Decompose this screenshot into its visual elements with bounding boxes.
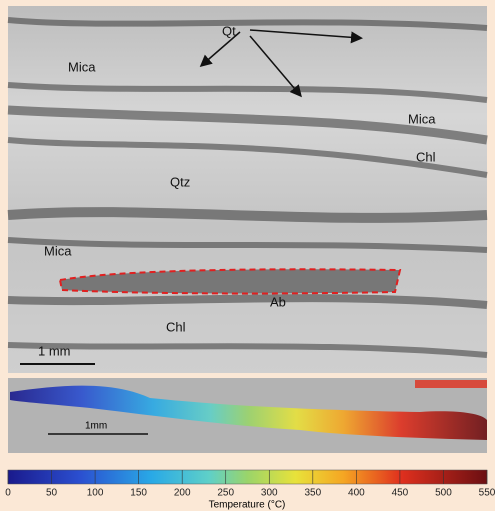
tick-label: 400 (348, 488, 365, 499)
mineral-label: Qtz (170, 174, 190, 189)
mineral-label: Mica (44, 243, 72, 258)
mineral-label: Mica (408, 111, 436, 126)
colorbar: 0 50 100 150 200 250 300 350 400 450 500 550 (5, 470, 495, 499)
tick-label: 200 (174, 488, 191, 499)
tick-label: 250 (217, 488, 234, 499)
tick-label: 100 (87, 488, 104, 499)
colorbar-label: Temperature (°C) (209, 500, 286, 511)
figure: Qt Mica Mica Chl Qtz Mica Ab Chl 1 mm 1m… (0, 0, 495, 511)
tick-label: 500 (435, 488, 452, 499)
mineral-label: Qt (222, 23, 236, 38)
tick-label: 350 (304, 488, 321, 499)
scale-label: 1mm (85, 421, 107, 432)
tick-label: 450 (392, 488, 409, 499)
mineral-label: Mica (68, 59, 96, 74)
tick-label: 300 (261, 488, 278, 499)
tick-label: 0 (5, 488, 11, 499)
tick-label: 550 (479, 488, 495, 499)
mineral-label: Chl (166, 319, 186, 334)
mineral-label: Chl (416, 149, 436, 164)
temperature-map: 1mm (8, 378, 487, 453)
scale-label: 1 mm (38, 343, 71, 358)
tick-label: 50 (46, 488, 58, 499)
micrograph: Qt Mica Mica Chl Qtz Mica Ab Chl 1 mm (8, 6, 487, 373)
tick-label: 150 (130, 488, 147, 499)
mineral-label: Ab (270, 294, 286, 309)
